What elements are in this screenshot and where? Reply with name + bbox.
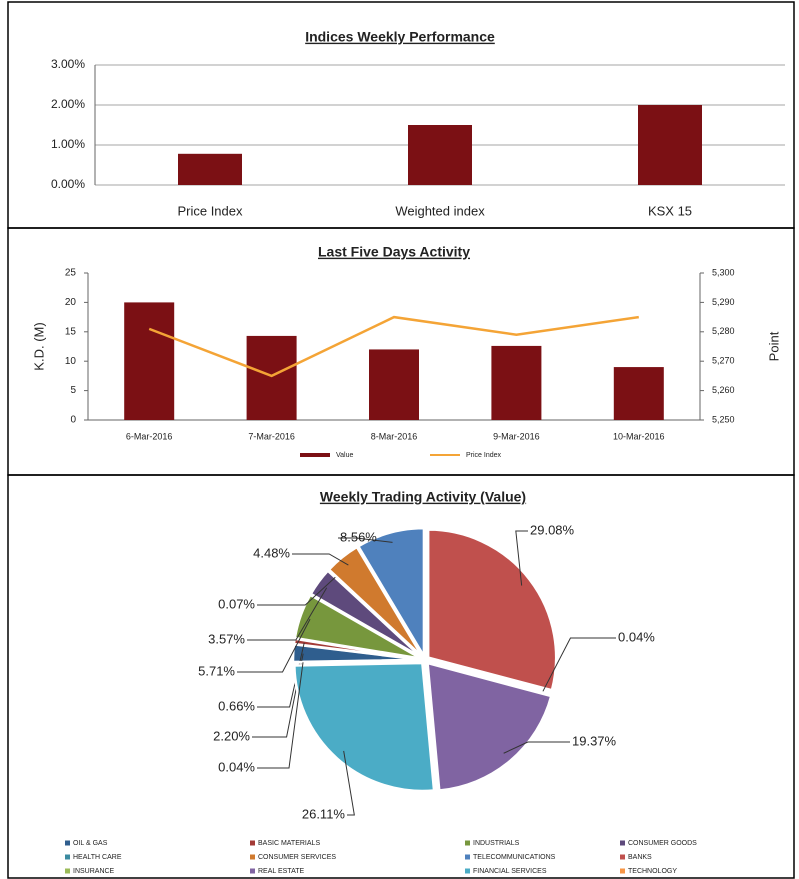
legend-swatch	[465, 854, 470, 860]
y-tick-label: 15	[65, 326, 77, 337]
bar	[638, 105, 702, 185]
data-label: 26.11%	[302, 806, 346, 821]
legend-swatch	[465, 840, 470, 846]
legend-swatch	[465, 868, 470, 874]
bar	[178, 153, 242, 185]
y2-axis-label: Point	[766, 331, 781, 361]
line	[148, 315, 639, 378]
data-label: 4.48%	[253, 545, 290, 560]
legend-label: HEALTH CARE	[73, 854, 122, 861]
chart-title: Indices Weekly Performance	[305, 29, 495, 45]
data-label: 0.07%	[218, 596, 255, 611]
y-tick-label: 10	[65, 356, 77, 367]
y-tick-label: 1.00%	[51, 137, 85, 151]
chart-title: Weekly Trading Activity (Value)	[320, 489, 526, 505]
pie-slice	[291, 658, 422, 664]
legend-label: CONSUMER GOODS	[628, 840, 697, 847]
y-tick-label: 25	[65, 268, 77, 279]
legend-swatch	[250, 868, 255, 874]
pie-slice	[293, 661, 436, 793]
legend-swatch	[620, 854, 625, 860]
y-tick-label: 2.00%	[51, 97, 85, 111]
pie-slice	[356, 526, 426, 661]
x-tick-label: 9-Mar-2016	[493, 431, 540, 441]
data-label: 0.04%	[218, 759, 255, 774]
legend-label: REAL ESTATE	[258, 868, 304, 875]
legend-label: BANKS	[628, 854, 652, 861]
y2-tick-label: 5,250	[712, 414, 735, 424]
panel	[7, 474, 795, 879]
leader-line	[503, 741, 570, 754]
leader-line	[515, 530, 528, 586]
y-tick-label: 20	[65, 297, 77, 308]
x-tick-label: KSX 15	[648, 203, 692, 218]
legend-label: INSURANCE	[73, 868, 115, 875]
bar	[408, 125, 472, 185]
y-axis-label: K.D. (M)	[31, 322, 46, 370]
leader-line	[247, 587, 328, 641]
pie-slice	[428, 659, 555, 696]
y-tick-label: 0	[70, 415, 76, 426]
data-label: 19.37%	[572, 733, 617, 748]
leader-line	[343, 750, 355, 816]
x-tick-label: Weighted index	[395, 203, 485, 218]
leader-line	[257, 576, 336, 606]
bar	[246, 335, 297, 420]
data-label: 0.66%	[218, 698, 255, 713]
pie-slice	[426, 661, 553, 792]
x-tick-label: 6-Mar-2016	[126, 431, 173, 441]
bar	[124, 302, 175, 420]
legend-label: INDUSTRIALS	[473, 840, 520, 847]
pie-slice	[426, 528, 558, 692]
y2-tick-label: 5,290	[712, 297, 735, 307]
y2-tick-label: 5,300	[712, 267, 735, 277]
legend-swatch	[620, 868, 625, 874]
leader-line	[338, 537, 393, 543]
legend-label: TELECOMMUNICATIONS	[473, 854, 556, 861]
x-tick-label: Price Index	[177, 203, 243, 218]
legend-label: OIL & GAS	[73, 840, 108, 847]
y-tick-label: 5	[70, 385, 76, 396]
leader-line	[237, 618, 311, 673]
y-tick-label: 0.00%	[51, 177, 85, 191]
x-tick-label: 7-Mar-2016	[248, 431, 295, 441]
legend-swatch	[620, 840, 625, 846]
y2-tick-label: 5,280	[712, 326, 735, 336]
data-label: 5.71%	[198, 663, 235, 678]
bar	[613, 367, 664, 420]
x-tick-label: 8-Mar-2016	[371, 431, 418, 441]
y-tick-label: 3.00%	[51, 57, 85, 71]
bar	[491, 345, 542, 420]
leader-line	[257, 642, 305, 708]
y2-tick-label: 5,260	[712, 385, 735, 395]
bar	[369, 349, 419, 420]
leader-line	[542, 637, 616, 692]
pie-slice	[327, 545, 424, 658]
legend-label: CONSUMER SERVICES	[258, 854, 336, 861]
data-label: 29.08%	[530, 522, 575, 537]
legend-swatch	[65, 868, 70, 874]
data-label: 8.56%	[340, 529, 377, 544]
data-label: 3.57%	[208, 631, 245, 646]
y2-tick-label: 5,270	[712, 356, 735, 366]
leader-line	[257, 662, 304, 769]
legend-label: Price Index	[466, 452, 502, 459]
legend-swatch	[250, 840, 255, 846]
legend-label: FINANCIAL SERVICES	[473, 868, 547, 875]
legend-label: BASIC MATERIALS	[258, 840, 320, 847]
x-tick-label: 10-Mar-2016	[613, 431, 665, 441]
legend-label: TECHNOLOGY	[628, 868, 677, 875]
data-label: 0.04%	[618, 629, 655, 644]
legend-label: Value	[336, 452, 353, 459]
leader-line	[292, 553, 349, 566]
data-label: 2.20%	[213, 728, 250, 743]
legend-swatch	[65, 854, 70, 860]
legend-swatch	[250, 854, 255, 860]
chart-title: Last Five Days Activity	[318, 244, 470, 260]
legend-swatch	[65, 840, 70, 846]
